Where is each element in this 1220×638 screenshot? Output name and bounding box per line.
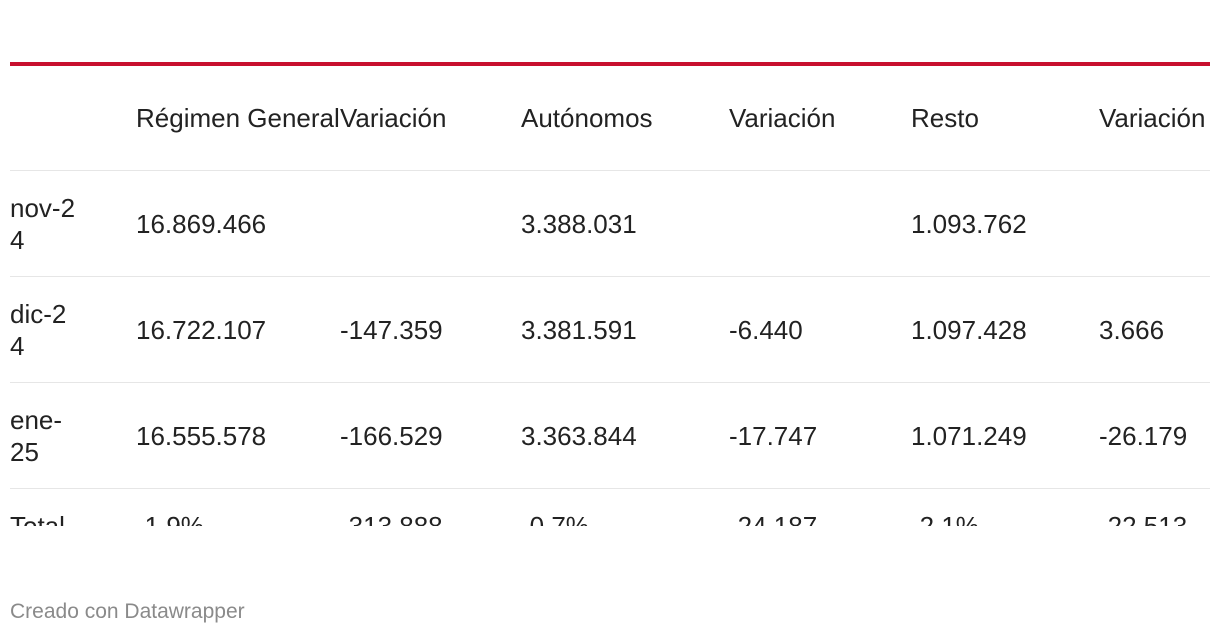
column-header-resto: Resto [911, 66, 1099, 171]
table-header-row: Régimen General Variación Autónomos Vari… [10, 66, 1210, 171]
column-header-stub [10, 66, 136, 171]
data-table: Régimen General Variación Autónomos Vari… [10, 66, 1210, 526]
table-cell: 16.555.578 [136, 382, 340, 489]
table-row: ene-25 16.555.578 -166.529 3.363.844 -17… [10, 382, 1210, 489]
table-cell: 3.666 [1099, 276, 1210, 383]
table-cell: 1.071.249 [911, 382, 1099, 489]
table-cell: -313.888 [340, 511, 443, 526]
table-row-total: Total -1,9% -313.888 -0,7% -24.187 -2,1%… [10, 489, 1210, 526]
table-row: dic-24 16.722.107 -147.359 3.381.591 -6.… [10, 276, 1210, 383]
table-cell: -22.513 [1099, 511, 1188, 526]
table-row: nov-24 16.869.466 3.388.031 1.093.762 [10, 170, 1210, 277]
table-cell: -2,1% [911, 511, 979, 526]
row-label: dic-24 [10, 276, 136, 383]
table-cell: 3.363.844 [521, 382, 729, 489]
table-cell: 1.093.762 [911, 170, 1099, 277]
table-cell: -1,9% [136, 511, 204, 526]
column-header-variacion-autonomos: Variación [729, 66, 911, 171]
row-label: Total [10, 511, 65, 526]
table-cell: -0,7% [521, 511, 589, 526]
row-label: ene-25 [10, 382, 136, 489]
header-accent-rule [10, 62, 1210, 66]
footer-credit: Creado con Datawrapper [10, 600, 245, 623]
table-cell: -24.187 [729, 511, 818, 526]
table-cell: 16.869.466 [136, 170, 340, 277]
table-cell: 3.388.031 [521, 170, 729, 277]
table-cell [1099, 170, 1210, 277]
table-cell: 1.097.428 [911, 276, 1099, 383]
table-cell: -6.440 [729, 276, 911, 383]
column-header-variacion-resto: Variación [1099, 66, 1210, 171]
data-table-viewport: Régimen General Variación Autónomos Vari… [10, 66, 1210, 526]
column-header-regimen-general: Régimen General [136, 66, 340, 171]
table-cell [340, 170, 521, 277]
table-cell: -17.747 [729, 382, 911, 489]
table-cell: 16.722.107 [136, 276, 340, 383]
table-cell: 3.381.591 [521, 276, 729, 383]
column-header-autonomos: Autónomos [521, 66, 729, 171]
table-cell [729, 170, 911, 277]
table-cell: -147.359 [340, 276, 521, 383]
table-cell: -26.179 [1099, 382, 1210, 489]
row-label: nov-24 [10, 170, 136, 277]
column-header-variacion-regimen: Variación [340, 66, 521, 171]
table-cell: -166.529 [340, 382, 521, 489]
